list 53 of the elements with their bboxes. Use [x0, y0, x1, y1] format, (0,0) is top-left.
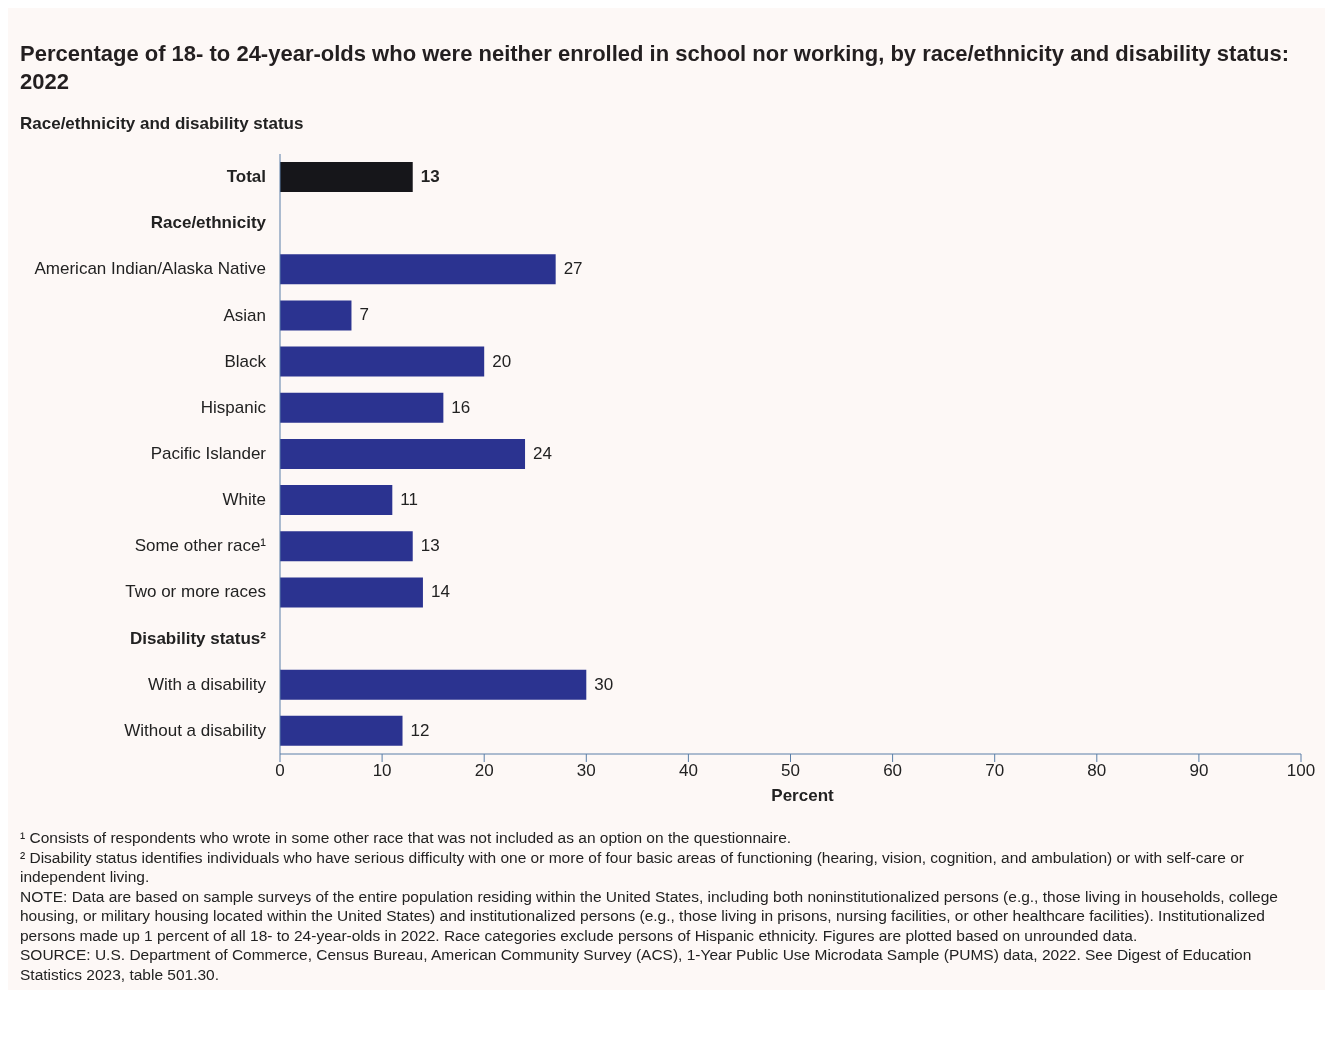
bar [280, 485, 393, 516]
text: ² Disability status identifies individuals who have serious difficulty with one or more of four basic areas of functioning (hearing, vision, cognition, and ambulation) or with self-care or independent living. [20, 847, 1245, 887]
y-axis-title: Race/ethnicity and disability status [19, 113, 305, 134]
y-tick-label: Two or more races [125, 582, 266, 602]
data-label: 7 [359, 305, 369, 325]
y-tick-label: White [222, 490, 266, 510]
y-tick-label: Pacific Islander [150, 444, 267, 463]
data-label: 27 [563, 259, 583, 279]
data-label: 11 [400, 490, 418, 510]
data-label: 20 [492, 351, 512, 371]
data-label: 13 [420, 536, 440, 556]
chart-title: Percentage of 18- to 24-year-olds who were neither enrolled in school nor working, by race/ethnicity and disability status: 2022 [19, 40, 1290, 96]
x-tick-label: 80 [1087, 761, 1107, 781]
x-tick-label: 70 [985, 761, 1005, 781]
bar [280, 392, 444, 423]
y-tick-label: With a disability [147, 674, 267, 694]
bar [280, 438, 526, 469]
bar [280, 715, 403, 746]
x-tick-label: 50 [781, 761, 800, 781]
bar [280, 346, 485, 377]
y-tick-label: Some other race¹ [134, 536, 267, 556]
source-note: SOURCE: U.S. Department of Commerce, Census Bureau, American Community Survey (ACS), 1-Year Public Use Microdata Sample (PUMS) data, 2022. See Digest of Education Statistics 2023, table 501.30. [20, 945, 1253, 984]
x-axis-title: Percent [770, 786, 835, 806]
x-tick-label: 40 [678, 761, 698, 781]
x-tick-label: 30 [576, 761, 596, 781]
x-tick-label: 10 [372, 761, 392, 781]
bar [280, 531, 413, 562]
y-tick-label: Asian [223, 305, 266, 325]
bar [280, 162, 413, 192]
x-tick-label: 100 [1286, 761, 1316, 781]
y-tick-label: American Indian/Alaska Native [34, 259, 266, 279]
y-tick-label: Black [224, 351, 267, 371]
data-label: 14 [430, 582, 450, 602]
bar [280, 577, 423, 608]
data-label: 16 [451, 397, 471, 417]
y-tick-label: Race/ethnicity [150, 213, 267, 233]
bar [280, 300, 352, 331]
data-label: 24 [533, 443, 552, 463]
data-label: 12 [410, 720, 430, 740]
text: ¹ Consists of respondents who wrote in some other race that was not included as an option on the questionnaire. [20, 828, 793, 848]
y-tick-label: Disability status² [129, 628, 267, 648]
y-tick-label: Hispanic [200, 397, 267, 417]
x-tick-label: 90 [1189, 761, 1209, 781]
x-tick-label: 20 [474, 761, 494, 781]
text: NOTE: Data are based on sample surveys of the entire population residing within the United States, including both noninstitutionalized persons (e.g., those living in households, college housing, or military housing located within the United States) and institutionalized persons (e.g., those living in prisons, nursing facilities, or other healthcare facilities). Institutionalized persons made up 1 percent of all 18- to 24-year-olds in 2022. Race categories exclude persons of Hispanic ethnicity. Figures are plotted based on unrounded data. [20, 886, 1279, 945]
bar [280, 669, 587, 700]
y-tick-label: Total [226, 167, 266, 187]
bar [280, 254, 556, 285]
x-tick-label: 0 [275, 761, 285, 781]
y-tick-label: Without a disability [124, 720, 267, 740]
data-label: 13 [420, 167, 440, 186]
data-label: 30 [594, 674, 614, 694]
x-tick-label: 60 [883, 761, 903, 781]
